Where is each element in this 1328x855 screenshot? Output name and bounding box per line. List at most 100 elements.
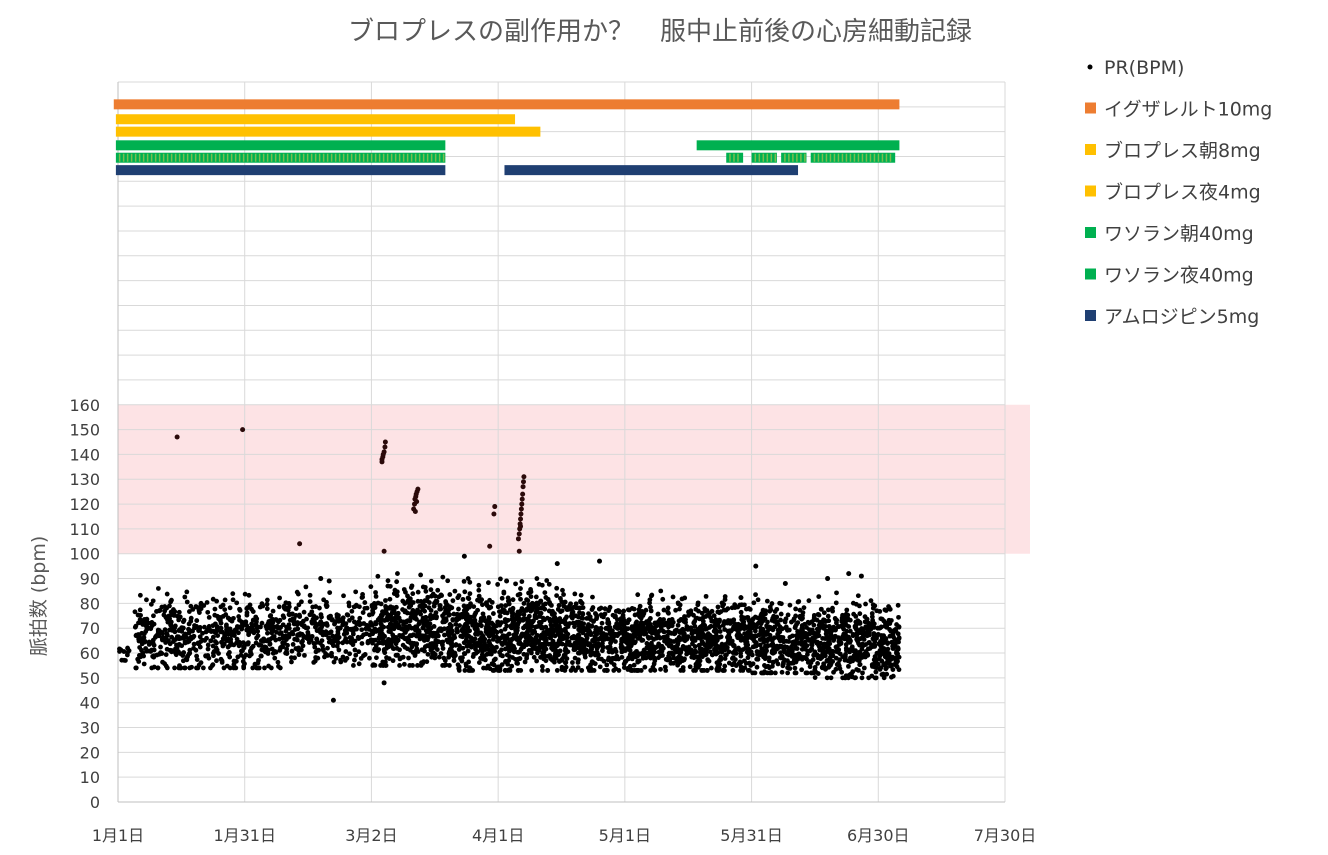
pulse-point <box>362 652 368 657</box>
pulse-point <box>753 592 758 598</box>
pulse-point-outlier <box>382 444 388 450</box>
pulse-point <box>859 646 865 652</box>
pulse-point <box>534 632 540 638</box>
pulse-point <box>806 598 812 604</box>
pulse-point <box>184 599 190 605</box>
pulse-point <box>296 652 302 658</box>
medication-bar <box>751 152 777 163</box>
pulse-point <box>447 663 452 668</box>
pulse-point <box>487 616 492 621</box>
pulse-point <box>181 617 187 623</box>
pulse-point <box>786 627 792 633</box>
pulse-point <box>377 626 383 632</box>
grid-lines <box>118 81 1006 802</box>
pulse-point <box>150 598 156 604</box>
medication-bar <box>115 152 446 163</box>
pulse-point <box>146 642 152 647</box>
pulse-point <box>657 616 663 622</box>
pulse-point <box>774 614 780 620</box>
pulse-point <box>856 667 861 673</box>
legend-label: ワソラン朝40mg <box>1104 223 1254 245</box>
pulse-point <box>515 661 521 666</box>
pulse-point <box>309 634 315 639</box>
pulse-point <box>435 587 441 593</box>
pulse-point <box>660 596 666 602</box>
pulse-point <box>394 579 400 585</box>
pulse-point <box>244 610 250 616</box>
pulse-point <box>884 671 890 677</box>
pulse-point <box>823 623 829 629</box>
pulse-point <box>472 636 478 642</box>
pulse-point <box>718 654 724 660</box>
pulse-point <box>543 601 548 607</box>
pulse-point <box>259 620 265 626</box>
pulse-point <box>309 609 315 615</box>
pulse-point <box>198 660 204 666</box>
medication-bar-stripe <box>754 153 757 162</box>
pulse-point <box>293 606 299 612</box>
pulse-point-outlier <box>521 474 527 480</box>
pulse-point <box>720 622 726 628</box>
pulse-point <box>522 659 528 665</box>
pulse-point <box>196 628 202 634</box>
pulse-point <box>280 622 286 628</box>
pulse-point <box>618 642 624 647</box>
pulse-point <box>747 606 753 612</box>
pulse-point <box>539 664 545 669</box>
pulse-point <box>890 667 896 672</box>
pulse-point <box>230 597 236 603</box>
pulse-point <box>460 596 466 602</box>
pulse-point <box>425 637 430 643</box>
pulse-point <box>308 637 314 643</box>
pulse-point <box>318 619 324 625</box>
pulse-point <box>787 666 793 671</box>
pulse-point <box>456 666 462 671</box>
pulse-point <box>479 602 485 608</box>
pulse-point <box>564 656 570 662</box>
y-tick-label: 140 <box>69 445 100 464</box>
pulse-point <box>333 655 339 661</box>
pulse-point <box>467 628 472 634</box>
legend-label: ブロプレス朝8mg <box>1104 139 1261 162</box>
pulse-point <box>268 665 274 671</box>
pulse-point <box>580 616 586 621</box>
pulse-point <box>352 647 358 653</box>
pulse-point <box>497 613 503 619</box>
pulse-point <box>563 664 569 670</box>
pulse-point <box>680 665 686 670</box>
pulse-point <box>660 628 666 634</box>
pulse-point <box>176 609 182 615</box>
pulse-point <box>359 641 365 646</box>
pulse-point <box>193 647 199 653</box>
pulse-point <box>824 675 830 681</box>
pulse-point <box>534 576 540 581</box>
medication-bar-stripe <box>804 153 806 162</box>
pulse-point <box>518 586 523 591</box>
pulse-point <box>405 626 410 632</box>
pulse-point <box>805 652 810 657</box>
pulse-point <box>343 649 349 654</box>
pulse-point <box>395 610 401 616</box>
pulse-point <box>314 615 319 621</box>
y-tick-label: 10 <box>80 768 100 787</box>
pulse-point <box>745 642 751 648</box>
pulse-point <box>733 651 739 656</box>
pulse-point <box>562 599 568 605</box>
pulse-point <box>190 606 196 612</box>
medication-bar-stripe <box>430 153 433 162</box>
y-tick-label: 40 <box>80 694 100 713</box>
pulse-point <box>442 658 448 664</box>
pulse-point <box>704 668 710 673</box>
pulse-point <box>621 665 627 671</box>
pulse-point <box>324 599 329 605</box>
pulse-point <box>692 623 698 629</box>
pulse-point <box>554 585 560 591</box>
y-tick-label: 30 <box>80 719 100 738</box>
legend-label: アムロジピン5mg <box>1104 306 1259 328</box>
pulse-point <box>151 621 157 627</box>
pulse-point <box>408 603 413 609</box>
pulse-point <box>533 594 539 600</box>
legend-marker-square <box>1085 185 1096 197</box>
pulse-point <box>573 601 579 607</box>
pulse-point <box>543 635 549 641</box>
